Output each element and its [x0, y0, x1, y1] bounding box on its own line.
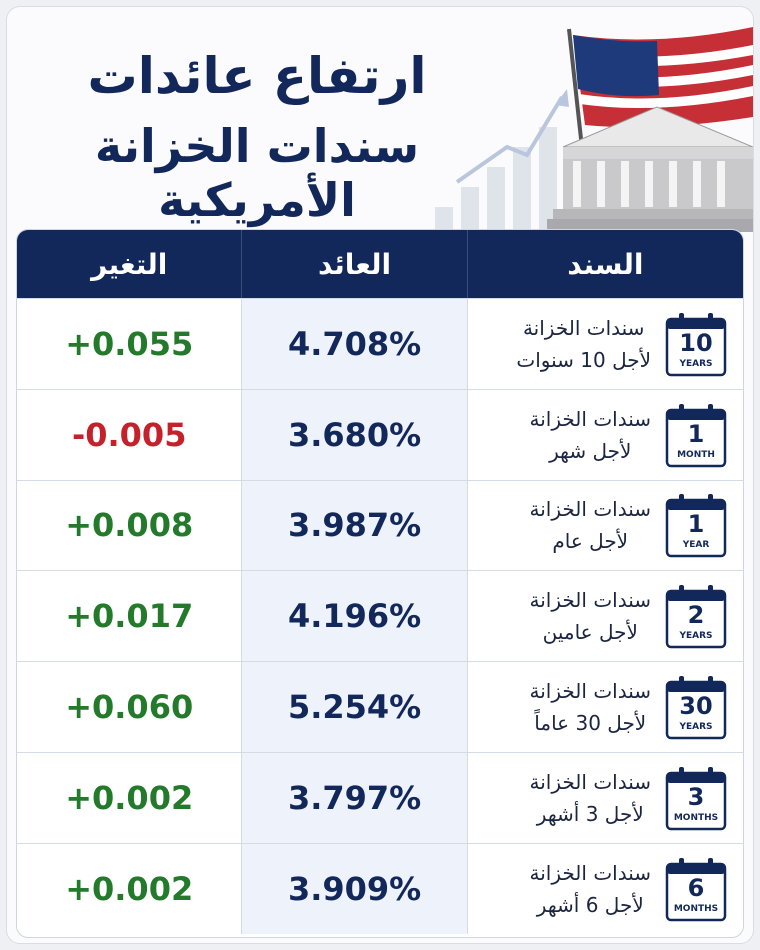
column-header: السند: [466, 230, 743, 298]
calendar: 3 MONTHS: [665, 765, 727, 831]
bond-line2: لأجل 10 سنوات: [516, 347, 651, 372]
header-row: السند العائد التغير: [17, 230, 743, 298]
table-row: 10 YEARS سندات الخزانة لأجل 10 سنوات 4.708% +…: [17, 298, 743, 389]
calendar: 1 MONTH: [665, 402, 727, 468]
icon-unit: MONTH: [677, 449, 715, 460]
icon-number: 30: [679, 692, 713, 721]
icon-unit: MONTHS: [673, 812, 719, 823]
calendar: 6 MONTHS: [665, 856, 727, 922]
column-header: العائد: [241, 230, 466, 298]
arrow: [455, 95, 564, 184]
icon-number: 3: [687, 782, 705, 811]
table-row: 1 MONTH سندات الخزانة لأجل شهر 3.680% -0.005: [17, 388, 743, 480]
table-row: 1 YEAR سندات الخزانة لأجل عام 3.987% +0.008: [17, 479, 743, 571]
icon-number: 6: [687, 873, 705, 902]
bond-cell: 1 MONTH سندات الخزانة لأجل شهر: [466, 389, 743, 480]
icon-number: 1: [687, 419, 705, 448]
bond-line1: سندات الخزانة: [529, 860, 651, 885]
title-line1: ارتفاع عائدات: [87, 47, 427, 105]
icon-unit: YEARS: [679, 722, 713, 733]
building: [547, 106, 753, 232]
change: -0.005: [71, 415, 187, 454]
bars-decoration: [435, 127, 557, 232]
bond-line2: لأجل 6 أشهر: [536, 892, 644, 917]
icon-unit: MONTHS: [673, 903, 719, 914]
bond-line2: لأجل 3 أشهر: [536, 801, 644, 826]
bond-name: سندات الخزانة لأجل 6 أشهر: [530, 857, 651, 921]
bond-line1: سندات الخزانة: [529, 497, 651, 522]
bond-line1: سندات الخزانة: [522, 315, 645, 340]
change: +0.017: [65, 597, 194, 636]
bond-line1: سندات الخزانة: [529, 769, 651, 794]
column-header: التغير: [91, 247, 168, 281]
bond-cell: 30 YEARS سندات الخزانة لأجل 30 عاماً: [466, 662, 743, 752]
calendar: 10 YEARS: [665, 311, 727, 377]
icon-number: 10: [679, 328, 713, 357]
change: +0.008: [65, 506, 194, 545]
calendar-icon: [665, 585, 727, 649]
table: السند العائد التغير 10 YEARS سندات الخزانة…: [16, 229, 744, 938]
icon-unit: YEARS: [679, 631, 713, 642]
icon-number: 1: [687, 510, 705, 539]
calendar-icon: [665, 494, 727, 558]
change: +0.055: [65, 324, 194, 363]
bond-cell: 3 MONTHS سندات الخزانة لأجل 3 أشهر: [466, 752, 743, 843]
change: +0.002: [65, 869, 194, 908]
bond-line2: لأجل عام: [552, 529, 629, 554]
bond-line1: سندات الخزانة: [529, 406, 651, 431]
flag: [573, 27, 753, 128]
hero-art: [435, 27, 753, 232]
yield: 4.196%: [241, 571, 467, 662]
calendar-icon: [665, 766, 727, 831]
calendar-icon: [665, 403, 727, 467]
bond-cell: 2 YEARS سندات الخزانة لأجل عامين: [466, 571, 743, 662]
yield: 4.708%: [241, 299, 467, 389]
bond-line2: لأجل 30 عاماً: [534, 711, 647, 736]
icon-unit: YEARS: [679, 358, 713, 369]
yield: 3.987%: [241, 480, 467, 571]
flag-pole: [567, 28, 585, 158]
yield: 3.680%: [241, 389, 467, 480]
table-row: 3 MONTHS سندات الخزانة لأجل 3 أشهر 3.797% +0.…: [17, 751, 743, 843]
calendar-icon: [665, 312, 727, 377]
icon-unit: YEAR: [682, 540, 710, 551]
calendar-icon: [665, 857, 727, 921]
bond-name: سندات الخزانة لأجل 10 سنوات: [516, 312, 651, 376]
calendar: 2 YEARS: [665, 583, 727, 649]
calendar: 30 YEARS: [665, 674, 727, 740]
bond-cell: 1 YEAR سندات الخزانة لأجل عام: [466, 480, 743, 571]
bond-line1: سندات الخزانة: [529, 588, 651, 613]
change: +0.060: [65, 688, 194, 727]
bond-name: سندات الخزانة لأجل 30 عاماً: [530, 675, 651, 739]
calendar: 1 YEAR: [665, 492, 727, 558]
bond-line2: لأجل عامين: [542, 620, 638, 645]
yield: 5.254%: [241, 662, 467, 752]
table-row: 6 MONTHS سندات الخزانة لأجل 6 أشهر 3.909% +0.…: [17, 842, 743, 934]
card: ارتفاع عائدات سندات الخزانة الأمريكية ال…: [6, 6, 754, 944]
yield: 3.909%: [241, 843, 467, 934]
change: +0.002: [65, 778, 194, 817]
bond-name: سندات الخزانة لأجل 3 أشهر: [530, 766, 651, 830]
bond-name: سندات الخزانة لأجل عامين: [530, 584, 651, 648]
bond-name: سندات الخزانة لأجل عام: [530, 493, 651, 557]
bond-line1: سندات الخزانة: [529, 679, 651, 704]
bond-cell: 6 MONTHS سندات الخزانة لأجل 6 أشهر: [466, 843, 743, 934]
icon-number: 2: [687, 601, 705, 630]
calendar-icon: [665, 676, 727, 740]
table-row: 2 YEARS سندات الخزانة لأجل عامين 4.196% +0.01…: [17, 570, 743, 662]
bond-name: سندات الخزانة لأجل شهر: [530, 403, 651, 467]
title-line2: سندات الخزانة الأمريكية: [94, 119, 420, 227]
bond-line2: لأجل شهر: [549, 438, 632, 463]
table-row: 30 YEARS سندات الخزانة لأجل 30 عاماً 5.254% +…: [17, 661, 743, 752]
yield: 3.797%: [241, 752, 467, 843]
bond-cell: 10 YEARS سندات الخزانة لأجل 10 سنوات: [466, 299, 743, 389]
